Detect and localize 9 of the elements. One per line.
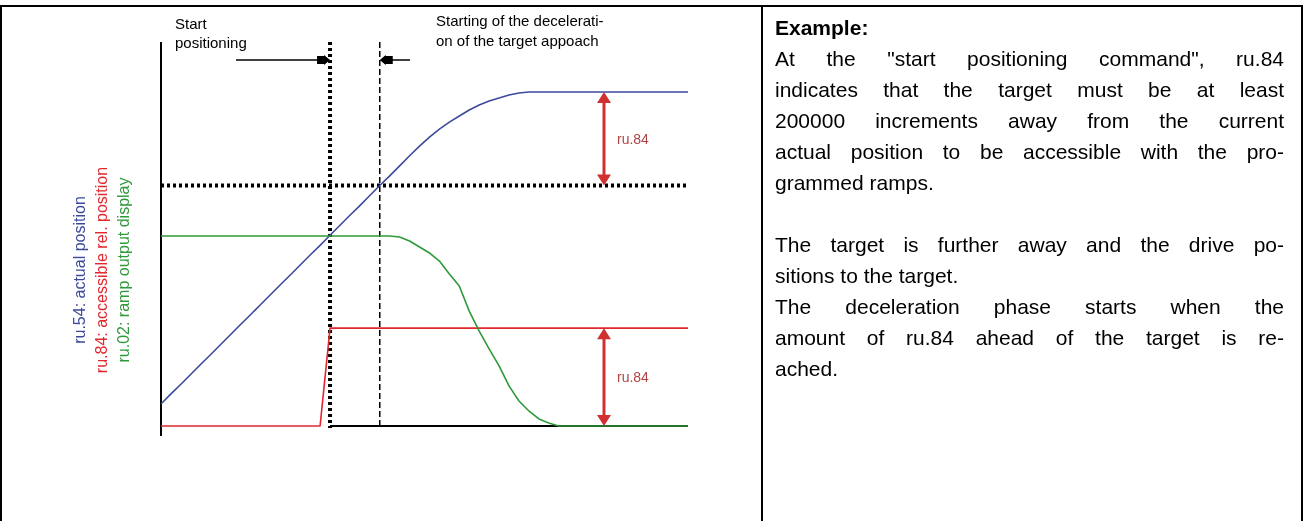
text: ru.84: accessible rel. position xyxy=(93,166,110,374)
annotation: ru.84 xyxy=(617,369,650,386)
annotation: ru.84 xyxy=(617,130,650,147)
text: Starting of the decelerati- on of the target appoach xyxy=(436,12,604,49)
text: ru.02: ramp output display xyxy=(115,177,132,363)
text: ru.54: actual position xyxy=(71,196,88,344)
text: At the "start positioning command", ru.84 indicates that the target must be at least 200000 increments away from the current actual position to be accessible with the pro- grammed ramps. The target is further away and the drive po- sitions to the target. The deceleration phase starts when the amount of ru.84 ahead of the target is re- ached. xyxy=(775,47,1284,380)
text: Start positioning xyxy=(175,15,247,51)
text: Example: xyxy=(775,16,869,39)
